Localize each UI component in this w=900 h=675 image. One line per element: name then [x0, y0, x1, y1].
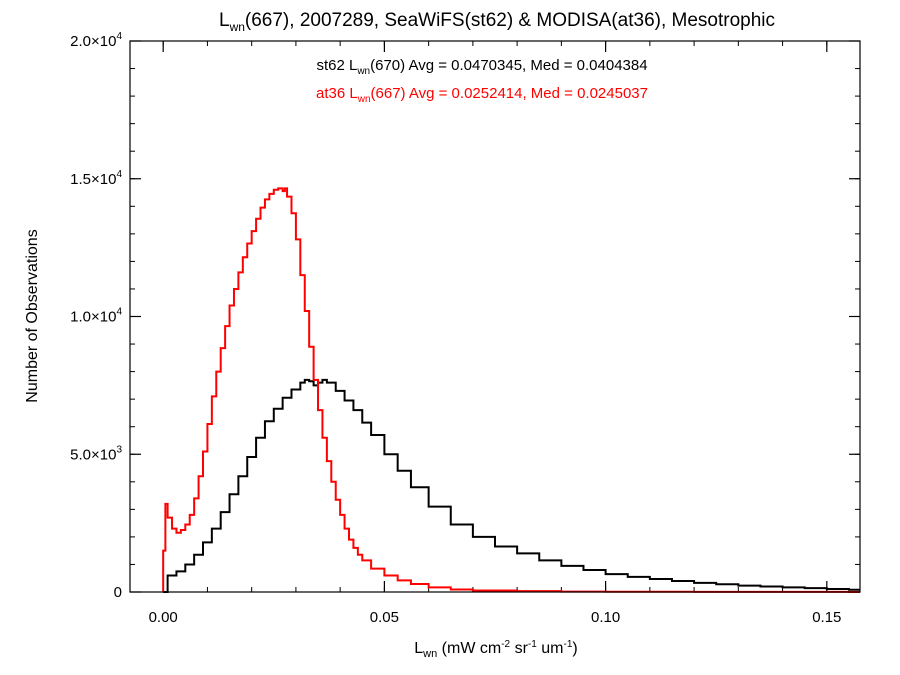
- chart-title: Lwn(667), 2007289, SeaWiFS(st62) & MODIS…: [219, 10, 775, 34]
- y-axis-label: Number of Observations: [24, 229, 41, 402]
- x-axis-label: Lwn (mW cm-2 sr-1 um-1): [414, 639, 577, 660]
- y-tick-label: 0: [114, 584, 122, 601]
- x-tick-label: 0.15: [812, 609, 841, 626]
- y-tick-label: 5.0×103: [70, 444, 122, 463]
- series-layer: [162, 187, 860, 593]
- y-tick-label: 2.0×104: [70, 31, 122, 50]
- annotation-at36: at36 Lwn(667) Avg = 0.0252414, Med = 0.0…: [316, 85, 648, 105]
- y-tick-label: 1.0×104: [70, 307, 122, 326]
- annotation-st62: st62 Lwn(670) Avg = 0.0470345, Med = 0.0…: [316, 57, 647, 77]
- x-tick-label: 0.05: [370, 609, 399, 626]
- x-tick-label: 0.00: [149, 609, 178, 626]
- y-tick-label: 1.5×104: [70, 169, 122, 188]
- axis-ticks: 0.00 0.05 0.10 0.15 0 5.0×103 1.0×104 1.5×104 2.…: [70, 31, 860, 626]
- series-at36-line: [162, 187, 860, 593]
- x-tick-label: 0.10: [591, 609, 620, 626]
- series-st62-line: [163, 378, 860, 593]
- plot-frame: [129, 40, 861, 593]
